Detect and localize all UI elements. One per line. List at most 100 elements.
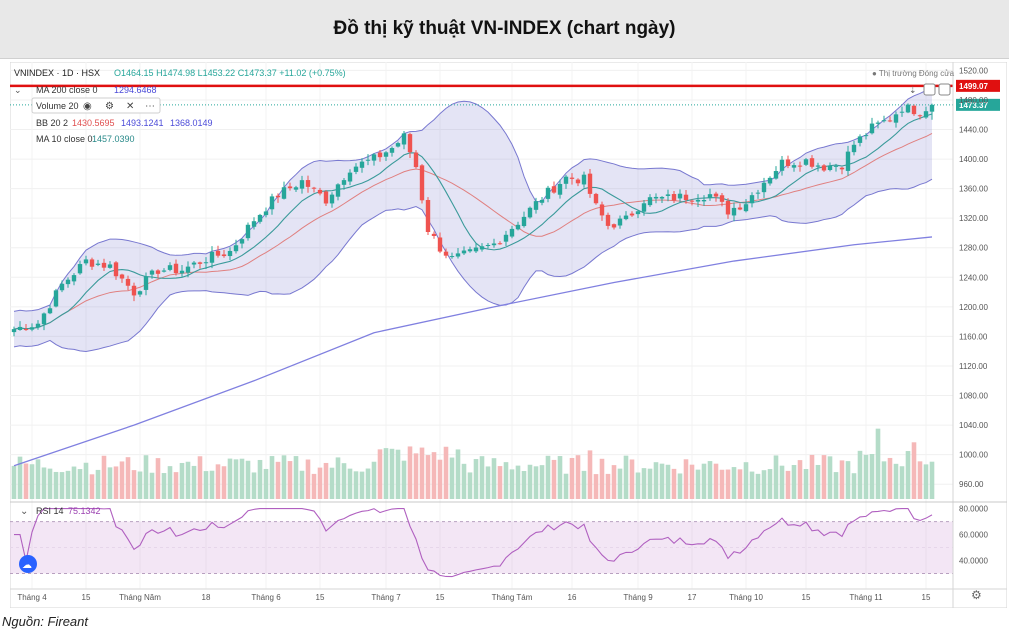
resistance-tag	[956, 79, 1000, 92]
volume-bar	[185, 461, 191, 499]
volume-bar	[269, 456, 275, 499]
volume-bar	[773, 455, 779, 499]
candle-body	[101, 262, 107, 268]
volume-bar	[263, 468, 269, 499]
candle-body	[593, 193, 599, 204]
candle-body	[707, 194, 713, 199]
candle-body	[125, 278, 131, 286]
more-icon[interactable]: ⋯	[145, 101, 155, 112]
candle-body	[233, 245, 239, 252]
volume-bar	[341, 463, 347, 499]
chart-settings-icon[interactable]: ⚙	[971, 588, 982, 602]
close-icon[interactable]: ✕	[126, 101, 134, 112]
volume-bar	[419, 447, 425, 499]
volume-bar	[383, 448, 389, 499]
volume-bar	[329, 467, 335, 499]
tradingview-logo-icon[interactable]	[19, 555, 37, 573]
volume-bar	[653, 462, 659, 499]
candle-body	[713, 193, 719, 197]
rsi-label: RSI 14	[36, 506, 64, 516]
rsi-tick-label: 40.0000	[959, 556, 988, 565]
candle-body	[113, 262, 119, 277]
candle-body	[467, 249, 473, 252]
volume-bar	[599, 458, 605, 499]
price-lines: 1499.07 1473.37	[10, 79, 1000, 111]
candle-body	[371, 154, 377, 161]
volume-bar	[821, 455, 827, 499]
candle-body	[683, 194, 689, 200]
volume-bar	[413, 453, 419, 499]
volume-bar	[335, 457, 341, 499]
candle-body	[725, 200, 731, 215]
candle-body	[599, 204, 605, 216]
legend-symbol: VNINDEX · 1D · HSX	[14, 68, 100, 78]
candle-body	[617, 218, 623, 226]
candle-body	[155, 270, 161, 274]
candle-body	[179, 270, 185, 274]
volume-bars	[11, 428, 935, 499]
y-tick-label: 1480.00	[959, 96, 988, 105]
volume-bar	[881, 461, 887, 499]
volume-bar	[443, 446, 449, 499]
volume-bar	[23, 463, 29, 499]
legend-ohlc: O1464.15 H1474.98 L1453.22 C1473.37 +11.…	[114, 68, 346, 78]
candle-body	[455, 253, 461, 257]
legend-toggle-icon[interactable]: ⌄	[14, 85, 22, 95]
candle-body	[497, 243, 503, 245]
volume-bar	[395, 449, 401, 499]
candle-body	[503, 234, 509, 242]
settings-icon[interactable]: ⚙	[105, 101, 114, 112]
x-tick-label: Tháng 10	[729, 593, 763, 602]
candle-body	[899, 111, 905, 113]
volume-bar	[545, 455, 551, 499]
candle-body	[437, 237, 443, 252]
volume-bar	[611, 465, 617, 499]
candle-body	[449, 256, 455, 258]
volume-bar	[761, 470, 767, 499]
candle-body	[857, 136, 863, 143]
rsi-toggle-icon[interactable]: ⌄	[20, 506, 28, 517]
volume-bar	[131, 470, 137, 499]
volume-bar	[59, 472, 65, 499]
volume-bar	[71, 466, 77, 499]
volume-bar	[743, 462, 749, 499]
candle-body	[731, 207, 737, 216]
candle-body	[41, 313, 47, 325]
volume-bar	[641, 468, 647, 499]
moving-averages	[13, 113, 933, 467]
volume-bar	[533, 466, 539, 499]
volume-bar	[317, 467, 323, 499]
volume-bar	[275, 461, 281, 499]
bollinger-bands	[13, 87, 933, 353]
volume-bar	[377, 449, 383, 499]
volume-bar	[593, 474, 599, 499]
candle-body	[119, 274, 125, 279]
collapse-panel-icon[interactable]	[923, 83, 936, 96]
volume-bar	[539, 465, 545, 499]
volume-bar	[515, 465, 521, 499]
legend-bb-upper: 1493.1241	[121, 118, 164, 128]
candle-body	[635, 211, 641, 215]
y-tick-label: 1360.00	[959, 185, 988, 194]
volume-bar	[557, 456, 563, 499]
candle-body	[785, 159, 791, 166]
volume-bar	[203, 471, 209, 499]
candle-body	[641, 203, 647, 212]
candle-body	[35, 323, 41, 328]
candle-body	[659, 196, 665, 199]
rsi-panel	[10, 508, 953, 578]
volume-bar	[437, 459, 443, 499]
candle-body	[137, 291, 143, 295]
last-price-tag	[956, 98, 1000, 111]
volume-bar	[197, 456, 203, 499]
legend: VNINDEX · 1D · HSX O1464.15 H1474.98 L14…	[14, 68, 955, 144]
candle-body	[131, 285, 137, 296]
scroll-down-icon[interactable]: ⇣	[909, 85, 917, 95]
volume-bar	[785, 470, 791, 499]
volume-bar	[827, 456, 833, 499]
eye-icon[interactable]: ◉	[83, 101, 92, 112]
maximize-panel-icon[interactable]	[938, 83, 951, 96]
candle-body	[803, 159, 809, 165]
candle-body	[149, 270, 155, 275]
candle-body	[53, 290, 59, 307]
